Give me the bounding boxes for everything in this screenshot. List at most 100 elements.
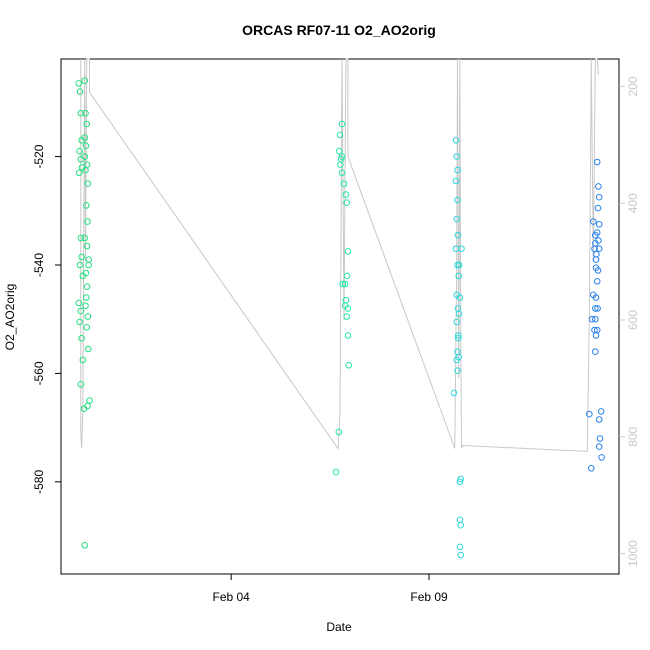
data-point (598, 454, 605, 461)
data-point (337, 161, 344, 168)
data-point (452, 177, 460, 185)
y2-tick-label: 200 (626, 76, 640, 96)
data-point (341, 302, 349, 310)
data-point (453, 318, 461, 326)
data-point (343, 199, 351, 206)
data-point (84, 180, 92, 187)
data-point (85, 256, 92, 263)
data-point (85, 345, 92, 353)
data-point (81, 77, 88, 84)
data-point (456, 516, 464, 524)
data-point (455, 310, 463, 318)
data-point (593, 278, 601, 285)
data-point (76, 88, 84, 95)
data-point (76, 261, 84, 269)
data-point (455, 272, 463, 280)
data-point (344, 248, 352, 255)
data-point (81, 542, 88, 549)
data-point (453, 356, 461, 364)
data-point (588, 315, 596, 323)
y2-tick-label: 400 (626, 193, 640, 213)
data-point (83, 294, 90, 301)
data-point (454, 166, 461, 174)
data-point (594, 305, 601, 312)
data-point (82, 269, 90, 277)
data-point (78, 334, 85, 342)
data-point (81, 234, 88, 242)
data-point (592, 264, 600, 272)
data-point (454, 231, 462, 239)
y-tick-label: -520 (32, 144, 46, 168)
data-point (595, 443, 603, 450)
data-point (457, 475, 465, 483)
data-point (594, 204, 602, 212)
data-point (86, 397, 93, 404)
data-point (85, 261, 92, 269)
y2-tick-label: 800 (626, 426, 640, 446)
data-point (341, 280, 349, 288)
data-point (592, 256, 600, 263)
data-point (77, 381, 85, 388)
y-axis-label: O2_AO2orig (3, 284, 17, 351)
data-point (588, 465, 595, 472)
plot-frame (60, 58, 620, 575)
data-point (455, 332, 462, 339)
data-point (457, 551, 465, 559)
data-point (595, 183, 602, 190)
x-tick-label: Feb 09 (410, 590, 448, 604)
data-point (77, 109, 85, 117)
data-point (452, 137, 460, 144)
line-series (80, 58, 599, 452)
data-point (591, 326, 598, 334)
y-axis: -520 -540 -560 -580 (32, 144, 61, 494)
data-point (458, 245, 465, 252)
data-point (339, 280, 347, 288)
data-point (586, 410, 593, 418)
data-point (83, 202, 90, 209)
data-point (343, 272, 351, 280)
data-point (590, 291, 597, 299)
data-point (455, 261, 463, 269)
data-point (83, 120, 90, 128)
y2-tick-label: 1000 (626, 540, 640, 567)
x-axis: Feb 04 Feb 09 (212, 574, 448, 604)
data-point (457, 521, 465, 529)
x-axis-label: Date (326, 620, 352, 634)
data-point (338, 169, 346, 177)
data-point (590, 218, 597, 225)
data-point (595, 245, 603, 252)
data-point (84, 218, 91, 225)
y-tick-label: -580 (32, 470, 46, 494)
data-point (335, 428, 343, 436)
data-point (454, 196, 461, 204)
data-point (597, 408, 605, 415)
y-tick-label: -540 (32, 253, 46, 277)
data-point (592, 240, 599, 247)
x-tick-label: Feb 04 (212, 590, 250, 604)
data-point (595, 416, 603, 423)
data-point (592, 332, 600, 339)
data-point (83, 283, 91, 291)
data-point (453, 215, 461, 223)
data-point (77, 307, 85, 315)
data-point (596, 435, 604, 442)
points-layer (75, 77, 605, 559)
data-point (593, 158, 601, 166)
data-point (78, 253, 85, 261)
data-point (82, 302, 89, 310)
data-point (332, 468, 340, 476)
y-tick-label: -560 (32, 361, 46, 385)
data-point (344, 332, 352, 339)
data-point (593, 250, 600, 258)
data-point (340, 180, 348, 187)
line-series-path (80, 58, 599, 452)
data-point (83, 324, 90, 331)
secondary-y-axis: 200 400 600 800 1000 (619, 76, 640, 567)
data-point (592, 305, 599, 312)
data-point (335, 147, 343, 155)
data-point (75, 169, 83, 177)
data-point (75, 299, 83, 307)
data-point (454, 367, 461, 375)
data-point (595, 193, 603, 201)
